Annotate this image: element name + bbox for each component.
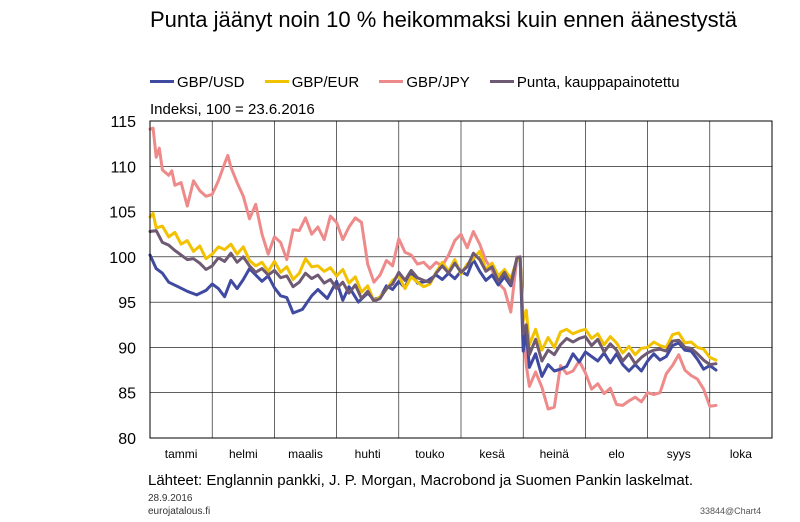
legend-label-gbp-usd: GBP/USD: [177, 74, 245, 91]
x-tick-label: elo: [608, 447, 624, 461]
x-tick-label: syys: [667, 447, 691, 461]
legend-label-trade-weighted: Punta, kauppapainotettu: [516, 74, 680, 91]
legend-swatch-gbp-usd: [150, 79, 174, 83]
y-tick-label: 110: [110, 159, 136, 176]
legend-item-trade-weighted: Punta, kauppapainotettu: [489, 74, 680, 91]
legend-label-gbp-eur: GBP/EUR: [291, 74, 360, 91]
x-tick-label: huhti: [355, 447, 381, 461]
legend: GBP/USD GBP/EUR GBP/JPY Punta, kauppapai…: [150, 74, 696, 91]
x-tick-label: touko: [415, 447, 445, 461]
y-axis-labels: 80 85 90 95 100 105 110 115: [109, 114, 136, 448]
chart-title: Punta jäänyt noin 10 % heikommaksi kuin …: [150, 7, 738, 32]
x-axis-labels: tammi helmi maalis huhti touko kesä heinä elo sy…: [165, 447, 752, 461]
source-note: Lähteet: Englannin pankki, J. P. Morgan,…: [148, 472, 694, 489]
x-tick-label: helmi: [229, 447, 258, 461]
legend-swatch-trade-weighted: [489, 79, 514, 83]
index-note: Indeksi, 100 = 23.6.2016: [150, 101, 315, 118]
legend-item-gbp-jpy: GBP/JPY: [379, 74, 470, 91]
y-tick-label: 100: [109, 250, 136, 267]
plot-frame: [149, 120, 773, 439]
legend-swatch-gbp-eur: [264, 79, 289, 83]
legend-item-gbp-eur: GBP/EUR: [264, 74, 360, 91]
x-tick-label: maalis: [288, 447, 323, 461]
y-tick-label: 80: [118, 431, 136, 448]
series-line-punta-kauppapainotettu: [148, 229, 718, 367]
gridlines: [150, 121, 772, 438]
x-tick-label: tammi: [165, 447, 198, 461]
chart-code: 33844@Chart4: [700, 506, 762, 516]
legend-label-gbp-jpy: GBP/JPY: [406, 74, 470, 91]
x-tick-label: kesä: [479, 447, 505, 461]
publish-date: 28.9.2016: [148, 493, 193, 504]
y-tick-label: 115: [110, 114, 136, 131]
y-tick-label: 95: [118, 295, 136, 312]
site-name: eurojatalous.fi: [148, 506, 211, 517]
x-tick-label: heinä: [540, 447, 570, 461]
series-line-gbp-usd: [148, 253, 718, 378]
y-tick-label: 105: [109, 205, 136, 222]
legend-item-gbp-usd: GBP/USD: [150, 74, 245, 91]
legend-swatch-gbp-jpy: [379, 79, 404, 83]
series-line-gbp-jpy: [148, 126, 718, 411]
y-tick-label: 90: [118, 340, 136, 357]
x-tick-label: loka: [730, 447, 752, 461]
y-tick-label: 85: [118, 386, 136, 403]
series-lines: [148, 126, 718, 411]
